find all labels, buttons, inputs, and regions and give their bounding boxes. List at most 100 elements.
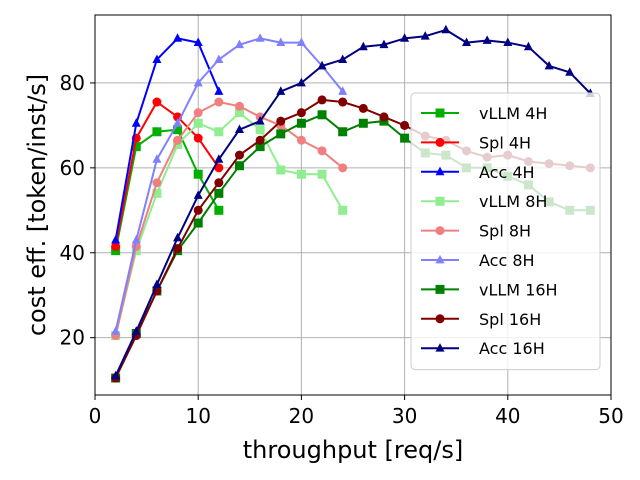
data-point-acc-16h xyxy=(214,154,224,163)
data-point-spl-16h xyxy=(296,108,306,118)
data-point-acc-8h xyxy=(276,37,286,47)
data-point-spl-16h xyxy=(400,120,410,130)
legend-label-vllm-4h: vLLM 4H xyxy=(479,104,547,123)
data-point-acc-8h xyxy=(131,234,141,244)
data-point-spl-4h xyxy=(193,133,203,143)
data-point-acc-16h xyxy=(276,86,286,95)
legend-box xyxy=(410,92,601,371)
data-point-acc-16h xyxy=(523,41,533,51)
data-point-acc-8h xyxy=(111,326,121,335)
data-point-spl-16h xyxy=(193,205,203,215)
axis-ticks: 0 10 20 30 40 50 20 40 60 80 xyxy=(60,71,624,428)
x-tick-label: 50 xyxy=(598,404,623,428)
data-point-vllm-8h xyxy=(317,169,327,179)
series-spl-8h xyxy=(111,97,348,341)
data-point-acc-16h xyxy=(379,39,389,49)
data-point-vllm-8h xyxy=(338,205,348,215)
data-point-spl-4h xyxy=(214,163,224,173)
series-line-spl-4h xyxy=(114,101,220,247)
data-point-acc-8h xyxy=(193,77,203,87)
x-tick-label: 10 xyxy=(185,404,210,428)
data-point-acc-16h xyxy=(131,326,141,335)
data-point-vllm-16h xyxy=(358,118,368,128)
data-point-vllm-8h xyxy=(296,169,306,179)
data-point-spl-8h xyxy=(193,108,203,118)
x-tick-label: 0 xyxy=(89,404,102,428)
data-point-acc-4h xyxy=(111,234,121,244)
legend-marker-spl-4h xyxy=(435,137,445,147)
legend-marker-vllm-16h xyxy=(435,284,445,294)
y-axis-label: cost eff. [token/inst/s] xyxy=(23,74,51,336)
data-point-acc-4h xyxy=(173,33,183,42)
data-point-vllm-4h xyxy=(214,205,224,215)
data-point-spl-4h xyxy=(152,97,162,107)
data-point-vllm-8h xyxy=(152,188,162,198)
data-point-acc-16h xyxy=(255,116,265,125)
series-acc-4h xyxy=(111,33,224,244)
data-point-acc-16h xyxy=(338,54,348,64)
data-point-spl-16h xyxy=(338,97,348,107)
data-point-vllm-8h xyxy=(193,118,203,128)
legend-label-vllm-16h: vLLM 16H xyxy=(479,280,558,299)
data-point-acc-16h xyxy=(420,31,430,40)
legend-item-vllm-4h: vLLM 4H xyxy=(421,104,547,123)
legend-marker-acc-16h xyxy=(435,343,445,352)
legend-label-spl-4h: Spl 4H xyxy=(479,133,531,152)
data-point-vllm-8h xyxy=(234,108,244,118)
data-point-vllm-16h xyxy=(234,161,244,171)
data-point-spl-16h xyxy=(255,135,265,145)
data-point-vllm-4h xyxy=(193,169,203,179)
series-line-acc-4h xyxy=(114,37,220,241)
x-axis-label: throughput [req/s] xyxy=(243,436,463,464)
data-point-vllm-8h xyxy=(255,125,265,135)
data-point-spl-16h xyxy=(379,112,389,122)
legend-marker-acc-8h xyxy=(435,254,445,264)
data-point-spl-16h xyxy=(214,178,224,188)
data-point-acc-16h xyxy=(317,60,327,70)
data-point-acc-4h xyxy=(131,118,141,127)
legend-label-spl-8h: Spl 8H xyxy=(479,222,531,241)
data-point-vllm-16h xyxy=(214,188,224,198)
data-point-acc-8h xyxy=(152,154,162,163)
data-point-spl-16h xyxy=(317,95,327,105)
data-point-acc-16h xyxy=(193,190,203,199)
data-point-acc-16h xyxy=(111,370,121,380)
data-point-vllm-16h xyxy=(255,142,265,152)
data-point-spl-16h xyxy=(276,116,286,126)
data-point-vllm-8h xyxy=(276,165,286,175)
data-point-vllm-8h xyxy=(214,127,224,137)
legend-marker-spl-8h xyxy=(435,226,445,236)
legend-item-vllm-16h: vLLM 16H xyxy=(421,280,558,299)
y-tick-label: 40 xyxy=(60,241,85,265)
data-point-vllm-4h xyxy=(173,125,183,135)
data-point-spl-8h xyxy=(317,146,327,156)
data-point-acc-4h xyxy=(214,86,224,95)
series-layer xyxy=(111,24,595,383)
data-point-vllm-16h xyxy=(276,129,286,139)
data-point-acc-16h xyxy=(503,37,513,47)
y-tick-label: 80 xyxy=(60,71,85,95)
data-point-acc-16h xyxy=(152,279,162,289)
data-point-acc-8h xyxy=(296,37,306,47)
series-vllm-4h xyxy=(111,125,224,256)
data-point-vllm-4h xyxy=(152,127,162,137)
legend-label-spl-16h: Spl 16H xyxy=(479,310,541,329)
legend: vLLM 4H Spl 4H Acc 4H vLLM 8H Spl 8H Acc 8H vL… xyxy=(410,92,601,371)
data-point-acc-8h xyxy=(214,54,224,64)
data-point-acc-8h xyxy=(255,33,265,42)
data-point-acc-16h xyxy=(173,232,183,242)
legend-item-spl-8h: Spl 8H xyxy=(421,222,531,241)
data-point-spl-16h xyxy=(173,244,183,254)
legend-item-vllm-8h: vLLM 8H xyxy=(421,192,547,211)
data-point-spl-8h xyxy=(214,97,224,107)
data-point-spl-8h xyxy=(296,135,306,145)
x-tick-label: 30 xyxy=(392,404,417,428)
legend-item-spl-16h: Spl 16H xyxy=(421,310,541,329)
data-point-acc-8h xyxy=(338,86,348,95)
data-point-acc-16h xyxy=(234,124,244,134)
x-tick-label: 20 xyxy=(289,404,314,428)
legend-item-acc-16h: Acc 16H xyxy=(421,339,545,358)
data-point-vllm-16h xyxy=(193,218,203,228)
data-point-acc-16h xyxy=(358,41,368,51)
